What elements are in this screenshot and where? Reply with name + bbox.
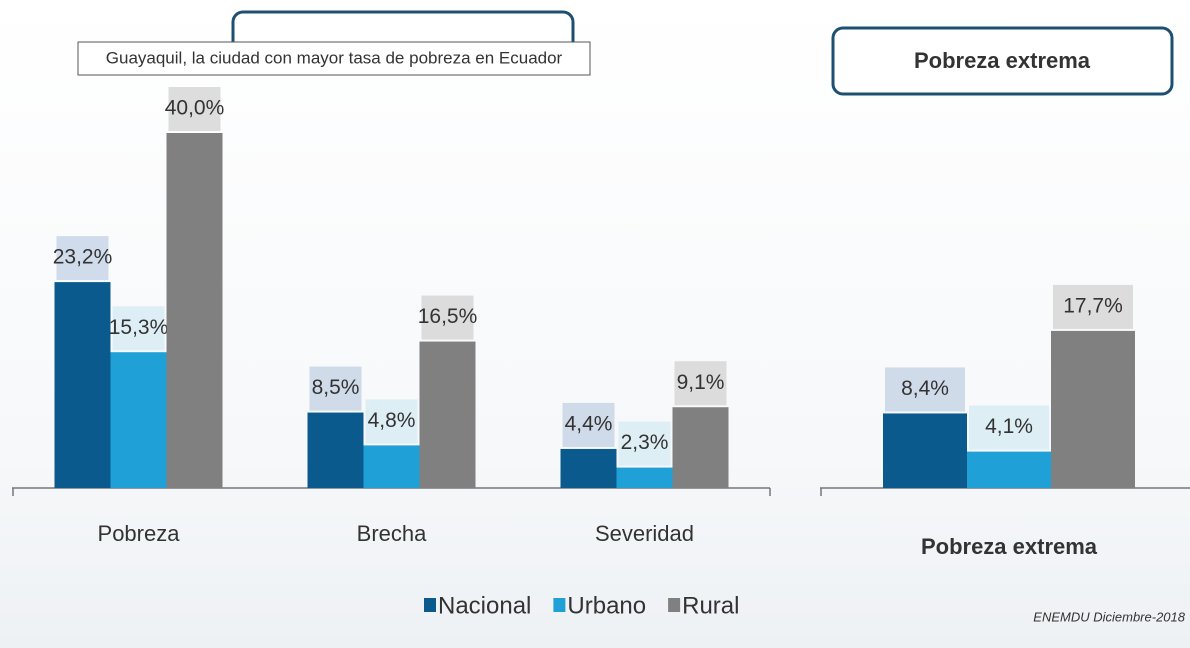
x-tick-label: Severidad xyxy=(595,521,694,546)
chart-title: Pobreza extrema xyxy=(914,48,1091,73)
tooltip-box xyxy=(77,41,591,76)
bar xyxy=(54,282,111,488)
bar xyxy=(307,412,364,488)
bar xyxy=(560,448,617,488)
value-label: 23,2% xyxy=(53,246,113,269)
bar xyxy=(363,445,420,488)
source: ENEMDU Diciembre-2018 xyxy=(1033,609,1185,624)
value-label-bg xyxy=(562,402,615,447)
value-label: 16,5% xyxy=(418,305,478,328)
bar xyxy=(166,133,223,488)
bar xyxy=(419,341,476,488)
value-label: 4,1% xyxy=(985,415,1033,438)
legend-label: Nacional xyxy=(438,592,531,619)
value-label: 40,0% xyxy=(165,97,225,120)
value-label: 15,3% xyxy=(109,316,169,339)
x-tick-label: Brecha xyxy=(357,521,427,546)
value-label: 8,5% xyxy=(312,376,360,399)
value-label-bg xyxy=(885,367,965,412)
value-label: 17,7% xyxy=(1063,294,1123,317)
value-label-bg xyxy=(618,421,671,466)
value-label-bg xyxy=(969,405,1049,450)
tooltip: Guayaquil, la ciudad con mayor tasa de p… xyxy=(106,48,563,67)
x-tick-label: Pobreza xyxy=(98,521,181,546)
bar xyxy=(1051,330,1135,488)
value-label-bg xyxy=(168,87,221,131)
bar xyxy=(110,352,167,488)
legend-label: Urbano xyxy=(567,592,646,619)
value-label-bg xyxy=(56,236,109,281)
value-label-bg xyxy=(112,306,165,351)
legend-swatch xyxy=(424,598,436,612)
bar xyxy=(672,407,729,488)
value-label-bg xyxy=(421,295,474,340)
value-label: 2,3% xyxy=(621,431,669,454)
value-label: 9,1% xyxy=(677,371,725,394)
value-label: 4,4% xyxy=(565,412,613,435)
value-label-bg xyxy=(309,366,362,411)
title-box xyxy=(831,26,1174,96)
value-label-bg xyxy=(1053,284,1133,329)
value-label: 8,4% xyxy=(901,377,949,400)
value-label-bg xyxy=(674,361,727,406)
bar xyxy=(967,451,1051,488)
legend-swatch xyxy=(668,598,681,612)
bar xyxy=(883,413,967,488)
value-label: 4,8% xyxy=(368,409,416,432)
bar xyxy=(616,467,673,488)
legend-swatch xyxy=(553,598,566,612)
value-label-bg xyxy=(365,399,418,444)
x-tick-label: Pobreza extrema xyxy=(921,534,1098,559)
legend-label: Rural xyxy=(682,592,739,619)
